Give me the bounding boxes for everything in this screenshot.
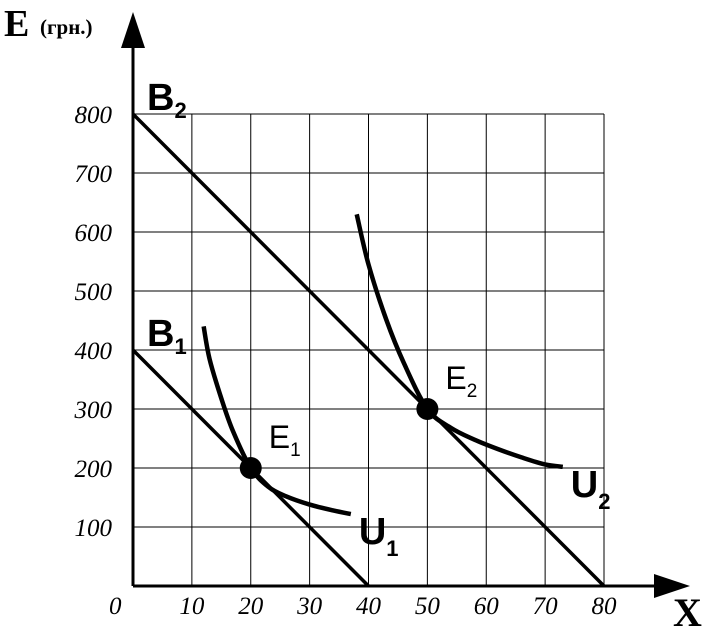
y-tick-label: 800 <box>75 102 113 129</box>
x-tick-label: 20 <box>238 593 264 620</box>
budget-line-2 <box>131 112 606 588</box>
series-labels: B1 B2 U1 U2 E1 E2 <box>147 77 610 561</box>
y-tick-label: 600 <box>75 220 113 247</box>
y-tick-label: 500 <box>75 279 113 306</box>
y-tick-label: 300 <box>74 397 113 424</box>
indifference-curve-1 <box>201 325 352 517</box>
equilibrium-label-sub: 1 <box>290 440 301 461</box>
equilibrium-point-2 <box>416 398 439 420</box>
x-axis-arrow <box>654 574 690 598</box>
equilibrium-label-2: E2 <box>445 360 477 402</box>
budget-label-sub: 2 <box>174 98 186 123</box>
curve-label-1: U1 <box>359 511 399 561</box>
x-tick-label: 70 <box>533 593 559 620</box>
y-axis-unit: (грн.) <box>40 15 93 39</box>
y-axis-arrow <box>121 12 145 48</box>
x-tick-label: 60 <box>474 593 500 620</box>
origin-label: 0 <box>109 593 122 620</box>
grid <box>133 113 605 586</box>
curve-label-2: U2 <box>571 464 611 514</box>
x-tick-label: 40 <box>356 593 382 620</box>
y-axis-label: E <box>4 3 29 45</box>
budget-label-1: B1 <box>147 313 187 359</box>
curve-label-sub: 1 <box>386 536 398 561</box>
equilibrium-label-1: E1 <box>269 419 301 461</box>
indifference-curve-2 <box>354 213 564 470</box>
x-tick-label: 50 <box>415 593 441 620</box>
curve-label-sub: 2 <box>598 489 610 514</box>
y-tick-label: 100 <box>75 515 113 542</box>
budget-label-sub: 1 <box>174 334 186 359</box>
x-tick-label: 10 <box>179 593 205 620</box>
x-tick-label: 30 <box>296 593 323 620</box>
x-axis-label: X <box>673 590 702 630</box>
equilibrium-points <box>239 398 439 479</box>
y-tick-label: 700 <box>75 161 113 188</box>
equilibrium-label-sub: 2 <box>467 381 478 402</box>
axes <box>121 12 690 598</box>
y-tick-label: 200 <box>75 456 113 483</box>
y-tick-label: 400 <box>75 338 113 365</box>
budget-label-2: B2 <box>147 77 187 123</box>
equilibrium-point-1 <box>239 457 262 479</box>
x-tick-label: 80 <box>592 593 618 620</box>
indifference-curves <box>201 213 564 517</box>
